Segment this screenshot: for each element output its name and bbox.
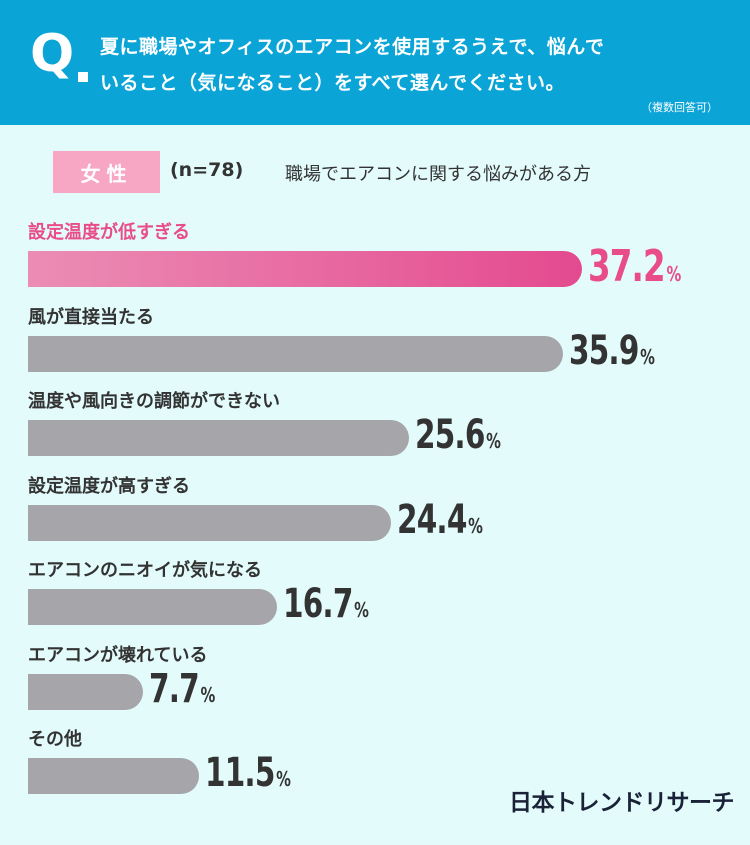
value-unit: % bbox=[486, 429, 501, 453]
category-label: 風が直接当たる bbox=[28, 306, 154, 328]
category-label: 設定温度が低すぎる bbox=[28, 222, 190, 243]
question-text-line2: いること（気になること）をすべて選んでください。 bbox=[100, 72, 565, 94]
value-label: 25.6% bbox=[415, 412, 501, 458]
value-number: 16.7 bbox=[283, 581, 353, 627]
bar bbox=[28, 251, 582, 287]
question-note: （複数回答可） bbox=[641, 101, 718, 114]
bar bbox=[28, 758, 199, 794]
value-unit: % bbox=[640, 344, 655, 369]
question-header: Q 夏に職場やオフィスのエアコンを使用するうえで、悩んで いること（気になること… bbox=[0, 0, 750, 125]
sample-size: (n=78) bbox=[170, 159, 244, 181]
value-number: 7.7 bbox=[149, 665, 200, 712]
category-label: その他 bbox=[28, 729, 82, 750]
value-number: 25.6 bbox=[415, 412, 485, 458]
category-label: 設定温度が高すぎる bbox=[28, 475, 190, 497]
bar bbox=[28, 335, 563, 372]
category-label: エアコンが壊れている bbox=[28, 644, 208, 666]
question-dot bbox=[78, 72, 88, 82]
bar bbox=[28, 673, 143, 710]
value-label: 7.7% bbox=[149, 666, 215, 712]
bar bbox=[28, 420, 409, 456]
value-unit: % bbox=[276, 767, 291, 791]
category-label: エアコンのニオイが気になる bbox=[28, 560, 262, 581]
bar bbox=[28, 589, 277, 625]
bar bbox=[28, 504, 391, 541]
value-label: 35.9% bbox=[569, 328, 655, 374]
value-number: 11.5 bbox=[205, 750, 275, 796]
question-text-line1: 夏に職場やオフィスのエアコンを使用するうえで、悩んで bbox=[100, 36, 605, 58]
value-label: 37.2% bbox=[588, 241, 681, 292]
value-number: 37.2 bbox=[588, 241, 666, 292]
value-label: 11.5% bbox=[205, 750, 291, 796]
question-mark: Q bbox=[30, 24, 75, 84]
value-label: 24.4% bbox=[397, 497, 483, 543]
category-label: 温度や風向きの調節ができない bbox=[28, 391, 280, 412]
value-unit: % bbox=[468, 513, 483, 538]
respondent-description: 職場でエアコンに関する悩みがある方 bbox=[285, 164, 591, 185]
value-number: 35.9 bbox=[569, 327, 639, 374]
value-unit: % bbox=[354, 598, 369, 622]
value-label: 16.7% bbox=[283, 581, 369, 627]
value-unit: % bbox=[666, 262, 682, 286]
value-number: 24.4 bbox=[397, 496, 467, 543]
brand-logo: 日本トレンドリサーチ bbox=[509, 790, 735, 816]
value-unit: % bbox=[200, 682, 216, 707]
gender-badge: 女性 bbox=[53, 151, 160, 193]
